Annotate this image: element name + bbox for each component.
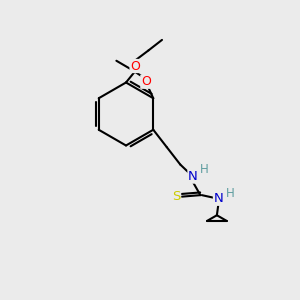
Text: H: H: [200, 164, 209, 176]
Text: S: S: [172, 190, 181, 203]
Text: N: N: [214, 192, 223, 205]
Text: O: O: [141, 75, 151, 88]
Text: O: O: [130, 59, 140, 73]
Text: H: H: [226, 187, 235, 200]
Text: N: N: [188, 170, 198, 183]
